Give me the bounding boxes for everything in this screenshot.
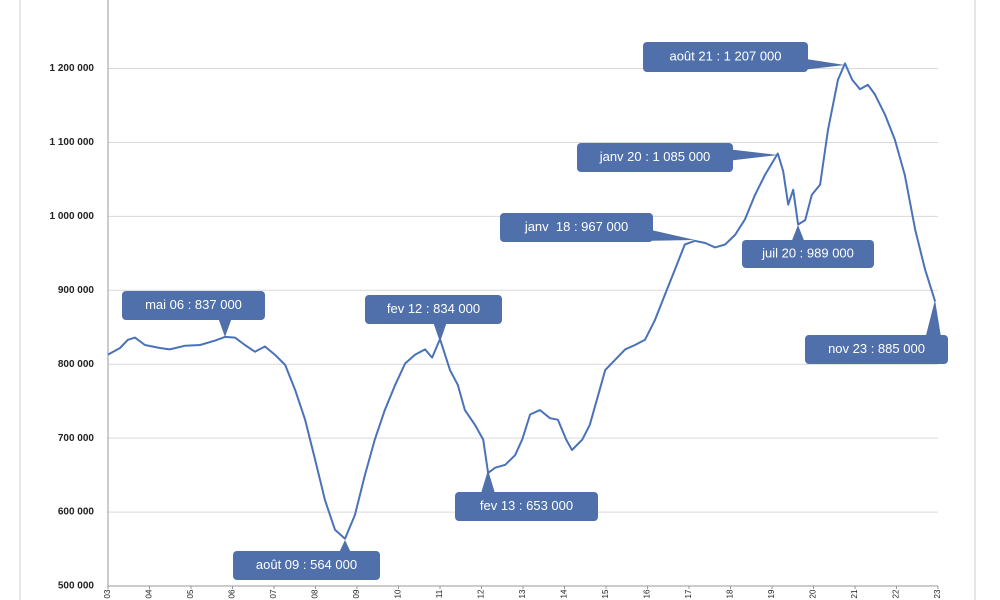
y-tick-label: 900 000 [58, 285, 95, 296]
x-tick-label: 22 [892, 589, 901, 598]
x-tick-label: 17 [684, 589, 693, 598]
callout-box [122, 291, 265, 320]
callout-box [805, 335, 948, 364]
callout: juil 20 : 989 000 [742, 225, 874, 268]
x-tick-label: 06 [228, 589, 237, 598]
y-tick-label: 800 000 [58, 359, 95, 370]
callout-box [643, 42, 808, 72]
callout: août 21 : 1 207 000 [643, 42, 845, 72]
y-tick-label: 1 200 000 [50, 63, 95, 74]
annotation: nov 23 : 885 000 [828, 341, 925, 356]
x-tick-label: 10 [394, 589, 403, 598]
callout: fev 12 : 834 000 [365, 295, 502, 342]
callout-pointer [924, 300, 942, 343]
x-tick-label: 13 [518, 589, 527, 598]
x-tick-label: 23 [933, 589, 942, 598]
callout: nov 23 : 885 000 [805, 300, 948, 364]
callout: janv 18 : 967 000 [500, 213, 695, 242]
annotation: août 21 : 1 207 000 [669, 48, 781, 63]
y-tick-label: 500 000 [58, 581, 95, 592]
annotation: juil 20 : 989 000 [761, 245, 854, 260]
x-tick-label: 21 [850, 589, 859, 598]
x-tick-label: 14 [560, 589, 569, 598]
callout: août 09 : 564 000 [233, 540, 380, 580]
data-line [107, 62, 937, 540]
callout: mai 06 : 837 000 [122, 291, 265, 337]
callout-box [577, 143, 733, 172]
annotation: fev 13 : 653 000 [480, 498, 573, 513]
callout-box [455, 492, 598, 521]
annotation: janv 20 : 1 085 000 [599, 149, 711, 164]
x-tick-label: 20 [809, 589, 818, 598]
y-tick-label: 1 000 000 [50, 211, 95, 222]
x-tick-label: 04 [145, 589, 154, 598]
annotation: mai 06 : 837 000 [145, 297, 242, 312]
x-tick-label: 11 [435, 589, 444, 598]
x-tick-label: 15 [601, 589, 610, 598]
x-tick-label: 08 [311, 589, 320, 598]
x-tick-label: 16 [643, 589, 652, 598]
y-tick-label: 600 000 [58, 507, 95, 518]
callout-box [742, 240, 874, 268]
x-tick-label: 07 [269, 589, 278, 598]
x-tick-label: 19 [767, 589, 776, 598]
annotation: janv 18 : 967 000 [524, 219, 628, 234]
y-tick-label: 700 000 [58, 433, 95, 444]
x-tick-label: 05 [186, 589, 195, 598]
callout: janv 20 : 1 085 000 [577, 143, 778, 172]
x-tick-label: 03 [103, 589, 112, 598]
x-tick-label: 18 [726, 589, 735, 598]
callout-box [233, 551, 380, 580]
x-tick-label: 09 [352, 589, 361, 598]
annotation: août 09 : 564 000 [256, 557, 357, 572]
y-tick-label: 1 100 000 [50, 137, 95, 148]
callout: fev 13 : 653 000 [455, 470, 598, 521]
x-tick-label: 12 [477, 589, 486, 598]
annotation: fev 12 : 834 000 [387, 301, 480, 316]
callout-box [365, 295, 502, 324]
callout-box [500, 213, 653, 242]
